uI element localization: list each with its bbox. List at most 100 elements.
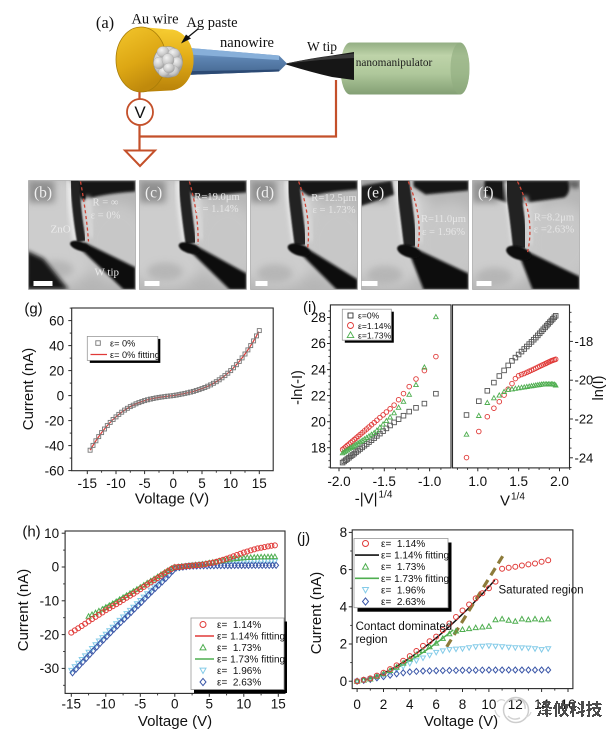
svg-text:60: 60 xyxy=(49,313,64,328)
svg-text:Current (nA): Current (nA) xyxy=(20,348,37,431)
svg-text:ε= 1.73% fitting: ε= 1.73% fitting xyxy=(217,655,285,666)
svg-text:-5: -5 xyxy=(139,476,151,491)
svg-text:ε= 1.73%: ε= 1.73% xyxy=(217,643,261,654)
svg-text:ZnO: ZnO xyxy=(51,224,71,236)
svg-text:-30: -30 xyxy=(40,661,60,676)
svg-text:(f): (f) xyxy=(478,185,494,202)
svg-text:10: 10 xyxy=(223,476,238,491)
svg-text:15: 15 xyxy=(271,697,286,712)
svg-text:(g): (g) xyxy=(24,301,42,318)
svg-text:R = ∞: R = ∞ xyxy=(93,198,119,209)
svg-text:0: 0 xyxy=(340,674,348,689)
svg-text:ε= 1.14%: ε= 1.14% xyxy=(217,620,261,631)
svg-text:-15: -15 xyxy=(78,476,98,491)
svg-text:24: 24 xyxy=(311,362,327,377)
svg-text:Voltage (V): Voltage (V) xyxy=(424,713,498,730)
svg-text:ε= 2.63%: ε= 2.63% xyxy=(217,678,261,689)
svg-text:ε= 1.14% fitting: ε= 1.14% fitting xyxy=(217,632,285,643)
svg-text:R=19.0μm: R=19.0μm xyxy=(194,192,240,203)
svg-text:ε=0%: ε=0% xyxy=(358,311,380,321)
svg-text:15: 15 xyxy=(252,476,267,491)
svg-text:-10: -10 xyxy=(96,697,116,712)
svg-text:W tip: W tip xyxy=(95,267,120,279)
svg-text:nanomanipulator: nanomanipulator xyxy=(356,57,433,69)
svg-text:1.5: 1.5 xyxy=(509,474,528,489)
svg-text:ε= 1.73%: ε= 1.73% xyxy=(381,562,425,573)
svg-text:20: 20 xyxy=(49,363,64,378)
svg-text:8: 8 xyxy=(340,525,348,540)
svg-text:Voltage (V): Voltage (V) xyxy=(138,713,212,730)
svg-text:6: 6 xyxy=(432,697,440,712)
svg-text:-60: -60 xyxy=(45,463,65,478)
svg-text:0: 0 xyxy=(170,476,178,491)
svg-text:(h): (h) xyxy=(22,524,40,541)
svg-text:22: 22 xyxy=(311,388,326,403)
svg-text:R=8.2μm: R=8.2μm xyxy=(534,213,575,224)
svg-text:-22: -22 xyxy=(575,412,594,427)
svg-text:-18: -18 xyxy=(575,334,594,349)
svg-text:40: 40 xyxy=(49,338,64,353)
svg-text:ε= 2.63%: ε= 2.63% xyxy=(381,597,425,608)
svg-text:ln(I): ln(I) xyxy=(591,376,607,401)
svg-text:-24: -24 xyxy=(575,450,594,465)
svg-text:-|V|: -|V| xyxy=(355,491,378,508)
svg-text:4: 4 xyxy=(340,600,348,615)
svg-text:ε= 0% fitting: ε= 0% fitting xyxy=(110,350,160,360)
svg-text:2: 2 xyxy=(340,637,348,652)
svg-text:ε= 0%: ε= 0% xyxy=(110,339,135,349)
svg-text:ε=1.73%: ε=1.73% xyxy=(358,331,392,341)
svg-text:12: 12 xyxy=(508,697,523,712)
svg-text:-40: -40 xyxy=(45,438,65,453)
svg-text:(a): (a) xyxy=(96,13,114,32)
svg-text:8: 8 xyxy=(459,697,467,712)
svg-text:-2.0: -2.0 xyxy=(327,474,350,489)
svg-text:W tip: W tip xyxy=(307,39,337,54)
svg-text:V: V xyxy=(134,103,146,122)
svg-text:20: 20 xyxy=(311,414,326,429)
svg-text:-1.0: -1.0 xyxy=(418,474,441,489)
svg-text:-15: -15 xyxy=(62,697,82,712)
svg-text:(b): (b) xyxy=(34,185,52,202)
svg-text:-5: -5 xyxy=(134,697,146,712)
svg-text:V: V xyxy=(500,493,510,510)
svg-text:R=12.5μm: R=12.5μm xyxy=(311,193,357,204)
svg-text:(d): (d) xyxy=(256,185,274,202)
svg-text:region: region xyxy=(356,634,388,646)
svg-text:-20: -20 xyxy=(45,413,65,428)
svg-text:(c): (c) xyxy=(145,185,162,202)
svg-text:Voltage (V): Voltage (V) xyxy=(135,491,209,508)
svg-text:6: 6 xyxy=(340,562,348,577)
svg-text:5: 5 xyxy=(198,476,206,491)
svg-text:26: 26 xyxy=(311,336,326,351)
svg-text:nanowire: nanowire xyxy=(220,35,274,51)
svg-text:-10: -10 xyxy=(106,476,126,491)
svg-text:14: 14 xyxy=(534,697,550,712)
svg-text:-20: -20 xyxy=(40,627,60,642)
svg-text:ε= 1.96%: ε= 1.96% xyxy=(217,666,261,677)
svg-text:-ln(-I): -ln(-I) xyxy=(290,370,306,405)
svg-text:ε= 1.73% fitting: ε= 1.73% fitting xyxy=(381,574,449,585)
svg-text:Au wire: Au wire xyxy=(131,12,178,28)
svg-text:ε=1.14%: ε=1.14% xyxy=(358,321,392,331)
svg-text:0: 0 xyxy=(353,697,361,712)
svg-text:(i): (i) xyxy=(303,299,316,316)
svg-text:ε =2.63%: ε =2.63% xyxy=(534,225,575,236)
svg-text:Saturated region: Saturated region xyxy=(499,585,584,597)
svg-text:4: 4 xyxy=(406,697,414,712)
svg-text:10: 10 xyxy=(481,697,496,712)
svg-text:2.0: 2.0 xyxy=(550,474,569,489)
svg-text:ε = 0%: ε = 0% xyxy=(91,211,121,222)
svg-text:0: 0 xyxy=(171,697,179,712)
svg-text:1/4: 1/4 xyxy=(379,490,393,501)
svg-text:ε= 1.14% fitting: ε= 1.14% fitting xyxy=(381,551,449,562)
svg-text:28: 28 xyxy=(311,310,326,325)
svg-text:ε = 1.73%: ε = 1.73% xyxy=(312,205,355,216)
svg-text:ε = 1.96%: ε = 1.96% xyxy=(422,227,465,238)
svg-text:Contact dominated: Contact dominated xyxy=(356,621,453,633)
svg-text:-20: -20 xyxy=(575,373,594,388)
svg-text:18: 18 xyxy=(311,440,326,455)
svg-text:10: 10 xyxy=(236,697,251,712)
svg-text:ε = 1.14%: ε = 1.14% xyxy=(195,204,238,215)
svg-text:0: 0 xyxy=(57,388,65,403)
svg-text:Ag paste: Ag paste xyxy=(186,15,237,31)
